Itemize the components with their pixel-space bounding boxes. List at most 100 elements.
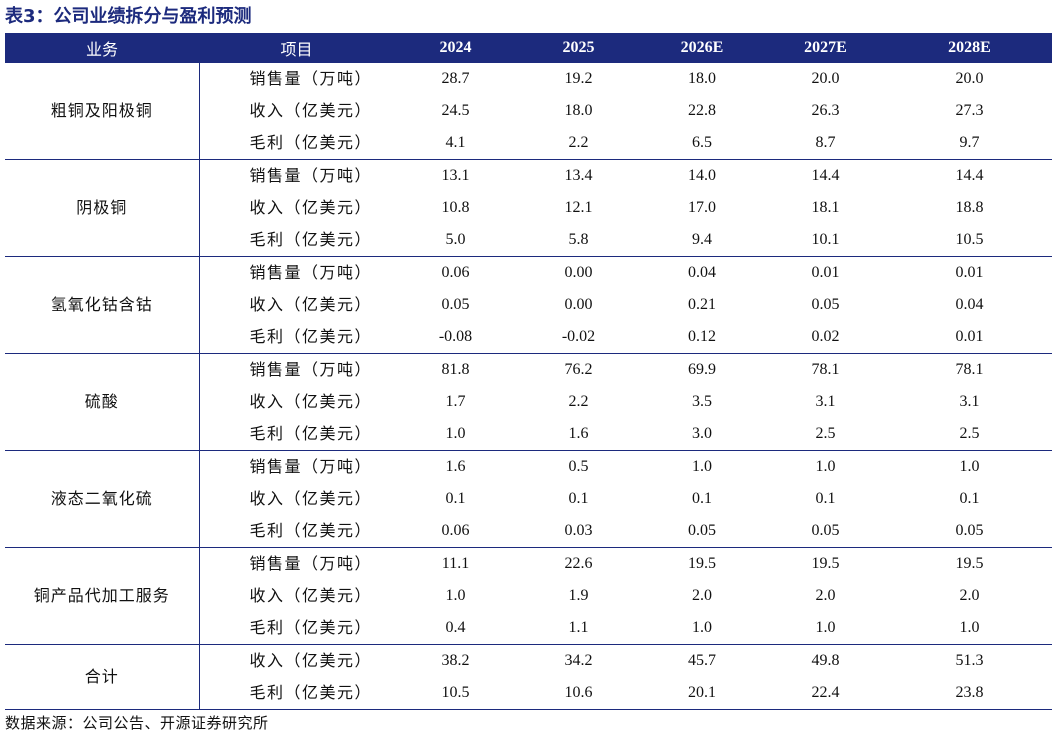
item-label: 收入（亿美元）: [249, 489, 373, 508]
value-cell: 0.05: [887, 515, 1052, 548]
item-label: 销售量（万吨）: [249, 263, 373, 282]
value-cell: 0.06: [394, 515, 517, 548]
value-cell: 34.2: [564, 652, 593, 669]
item-label: 毛利（亿美元）: [199, 677, 394, 710]
table-row: 收入（亿美元） 1.7 2.2 3.5 3.1 3.1: [5, 386, 1052, 418]
value-cell: 1.0: [640, 612, 764, 645]
value-cell: 69.9: [688, 361, 716, 378]
value-cell: 18.1: [811, 199, 840, 216]
header-row: 业务 项目 2024 2025 2026E 2027E 2028E: [5, 33, 1052, 63]
value-cell: 5.8: [517, 224, 640, 257]
value-cell: 0.01: [811, 264, 840, 281]
value-cell: 0.04: [688, 264, 716, 281]
table-row: 铜产品代加工服务 销售量（万吨） 11.1 22.6 19.5 19.5 19.5: [5, 547, 1052, 645]
value-cell: 0.05: [764, 515, 887, 548]
value-cell: 0.01: [887, 321, 1052, 354]
value-cell: 27.3: [955, 102, 984, 119]
table-row: 收入（亿美元） 24.5 18.0 22.8 26.3 27.3: [5, 95, 1052, 127]
value-cell: 10.8: [441, 199, 470, 216]
value-cell: 1.0: [959, 458, 980, 475]
value-cell: 2.0: [815, 587, 836, 604]
table-row: 液态二氧化硫 销售量（万吨） 1.6 0.5 1.0 1.0 1.0: [5, 450, 1052, 548]
value-cell: 19.5: [955, 555, 984, 572]
source-note: 数据来源：公司公告、开源证券研究所: [5, 714, 269, 732]
value-cell: 0.05: [441, 296, 470, 313]
table-row: 收入（亿美元） 1.0 1.9 2.0 2.0 2.0: [5, 580, 1052, 612]
segment-label: 硫酸: [5, 353, 200, 451]
value-cell: 18.8: [955, 199, 984, 216]
value-cell: -0.02: [517, 321, 640, 354]
value-cell: 13.4: [564, 167, 593, 184]
value-cell: 1.9: [568, 587, 589, 604]
value-cell: 2.0: [959, 587, 980, 604]
table-row: 毛利（亿美元） 0.4 1.1 1.0 1.0 1.0: [5, 612, 1052, 645]
value-cell: 2.5: [764, 418, 887, 451]
value-cell: 38.2: [441, 652, 470, 669]
value-cell: 12.1: [564, 199, 593, 216]
table-row: 收入（亿美元） 10.8 12.1 17.0 18.1 18.8: [5, 192, 1052, 224]
value-cell: 19.5: [688, 555, 716, 572]
value-cell: 17.0: [688, 199, 716, 216]
value-cell: 1.0: [692, 458, 712, 475]
value-cell: 4.1: [394, 127, 517, 160]
value-cell: 18.0: [564, 102, 593, 119]
value-cell: 1.0: [764, 612, 887, 645]
value-cell: 3.0: [640, 418, 764, 451]
value-cell: 26.3: [811, 102, 840, 119]
item-label: 毛利（亿美元）: [199, 224, 394, 257]
table-row: 收入（亿美元） 0.05 0.00 0.21 0.05 0.04: [5, 289, 1052, 321]
segment-label: 阴极铜: [5, 159, 200, 257]
value-cell: 0.04: [955, 296, 984, 313]
value-cell: 20.0: [955, 70, 984, 87]
header-year-2027e: 2027E: [764, 33, 887, 63]
value-cell: 28.7: [441, 70, 470, 87]
value-cell: 3.1: [959, 393, 980, 410]
value-cell: 1.0: [394, 418, 517, 451]
value-cell: 78.1: [955, 361, 984, 378]
header-item: 项目: [199, 33, 394, 63]
value-cell: 22.4: [764, 677, 887, 710]
value-cell: 11.1: [441, 555, 470, 572]
table-row: 氢氧化钴含钴 销售量（万吨） 0.06 0.00 0.04 0.01 0.01: [5, 256, 1052, 354]
table-row: 粗铜及阳极铜 销售量（万吨） 28.7 19.2 18.0 20.0 20.0: [5, 63, 1052, 160]
item-label: 销售量（万吨）: [249, 69, 373, 88]
value-cell: 0.00: [564, 296, 593, 313]
value-cell: 0.1: [568, 490, 589, 507]
value-cell: 10.5: [887, 224, 1052, 257]
item-label: 毛利（亿美元）: [199, 127, 394, 160]
value-cell: 2.5: [887, 418, 1052, 451]
value-cell: 0.21: [688, 296, 716, 313]
item-label: 毛利（亿美元）: [199, 612, 394, 645]
table-row: 阴极铜 销售量（万吨） 13.1 13.4 14.0 14.4 14.4: [5, 159, 1052, 257]
table-row: 合计 收入（亿美元） 38.2 34.2 45.7 49.8 51.3: [5, 644, 1052, 710]
table-row: 毛利（亿美元） 10.5 10.6 20.1 22.4 23.8: [5, 677, 1052, 710]
header-year-2028e: 2028E: [887, 33, 1052, 63]
item-label: 销售量（万吨）: [249, 360, 373, 379]
value-cell: 14.4: [955, 167, 984, 184]
value-cell: 2.0: [692, 587, 712, 604]
table-row: 毛利（亿美元） 1.0 1.6 3.0 2.5 2.5: [5, 418, 1052, 451]
table-title: 表3：公司业绩拆分与盈利预测: [5, 6, 252, 27]
segment-label: 粗铜及阳极铜: [5, 63, 200, 160]
segment-label: 铜产品代加工服务: [5, 547, 200, 645]
header-year-2024: 2024: [394, 33, 517, 63]
value-cell: 22.6: [564, 555, 593, 572]
table-row: 收入（亿美元） 0.1 0.1 0.1 0.1 0.1: [5, 483, 1052, 515]
item-label: 收入（亿美元）: [249, 586, 373, 605]
table-row: 毛利（亿美元） 5.0 5.8 9.4 10.1 10.5: [5, 224, 1052, 257]
value-cell: 1.0: [815, 458, 836, 475]
segment-label: 氢氧化钴含钴: [5, 256, 200, 354]
table-row: 硫酸 销售量（万吨） 81.8 76.2 69.9 78.1 78.1: [5, 353, 1052, 451]
value-cell: 14.4: [811, 167, 840, 184]
value-cell: 19.2: [564, 70, 593, 87]
value-cell: 2.2: [517, 127, 640, 160]
table-row: 毛利（亿美元） 0.06 0.03 0.05 0.05 0.05: [5, 515, 1052, 548]
item-label: 销售量（万吨）: [249, 554, 373, 573]
value-cell: 3.1: [815, 393, 836, 410]
value-cell: 9.4: [640, 224, 764, 257]
item-label: 收入（亿美元）: [249, 651, 373, 670]
value-cell: 10.6: [517, 677, 640, 710]
item-label: 收入（亿美元）: [249, 295, 373, 314]
value-cell: 5.0: [394, 224, 517, 257]
value-cell: 0.05: [811, 296, 840, 313]
